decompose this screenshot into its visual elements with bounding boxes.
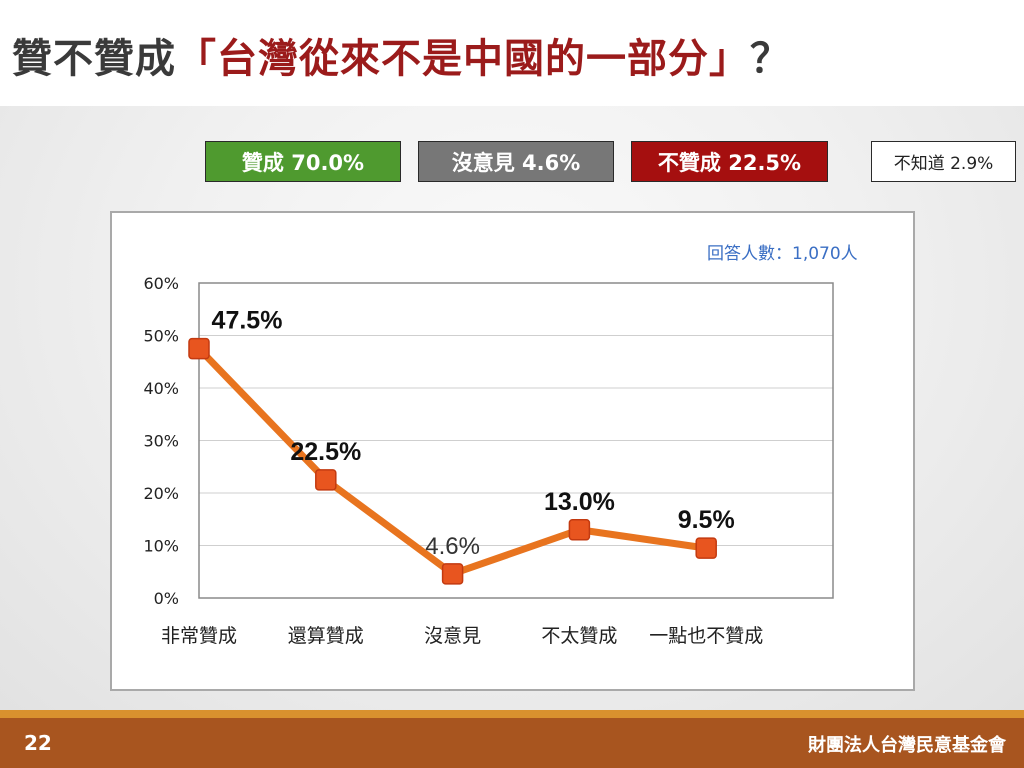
y-tick-label: 40% [143, 379, 179, 398]
y-tick-label: 30% [143, 432, 179, 451]
chart-frame [110, 211, 915, 691]
data-label: 9.5% [678, 506, 735, 534]
y-tick-label: 0% [154, 589, 179, 608]
data-point [188, 337, 210, 360]
data-label: 22.5% [290, 438, 361, 466]
summary-agree-badge: 贊成 70.0% [205, 141, 401, 182]
organization-name: 財團法人台灣民意基金會 [808, 735, 1006, 756]
footer-accent-line [0, 710, 1024, 718]
slide-title: 贊不贊成「台灣從來不是中國的一部分」？ [12, 26, 791, 84]
x-category-label: 不太贊成 [541, 625, 617, 647]
x-category-label: 一點也不贊成 [649, 625, 763, 647]
footer-bar [0, 718, 1024, 768]
summary-unknown-badge: 不知道 2.9% [871, 141, 1016, 182]
y-tick-label: 20% [143, 484, 179, 503]
page-number: 22 [24, 731, 52, 755]
y-tick-label: 60% [143, 274, 179, 293]
y-tick-label: 10% [143, 537, 179, 556]
title-bar: 贊不贊成「台灣從來不是中國的一部分」？ [0, 0, 1024, 106]
x-category-label: 非常贊成 [161, 625, 237, 647]
x-category-label: 沒意見 [424, 625, 481, 647]
title-prefix: 贊不贊成 [12, 36, 176, 82]
respondent-count: 回答人數：1,070人 [707, 244, 858, 264]
data-label: 47.5% [212, 307, 283, 335]
data-label: 13.0% [544, 488, 615, 516]
data-point [315, 469, 337, 491]
data-point [441, 563, 464, 585]
summary-disagree-badge: 不贊成 22.5% [631, 141, 828, 182]
data-label: 4.6% [425, 533, 480, 560]
data-point [568, 519, 591, 541]
title-suffix: ？ [750, 36, 791, 82]
y-tick-label: 50% [143, 327, 179, 346]
summary-neutral-badge: 沒意見 4.6% [418, 141, 614, 182]
x-category-label: 還算贊成 [288, 625, 364, 647]
plot-area-border [198, 282, 834, 599]
data-point [695, 537, 717, 559]
title-question: 「台灣從來不是中國的一部分」 [176, 36, 750, 82]
